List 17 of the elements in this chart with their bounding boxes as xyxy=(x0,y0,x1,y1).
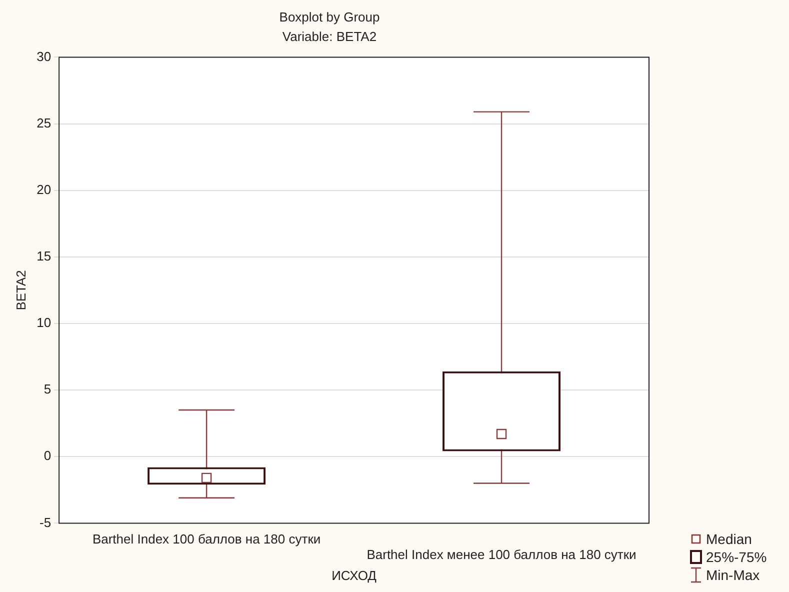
y-tick-label: 10 xyxy=(36,315,52,330)
y-axis-title: BETA2 xyxy=(13,270,28,310)
y-tick-label: -5 xyxy=(39,514,52,530)
x-tick-label: Barthel Index менее 100 баллов на 180 сутки xyxy=(366,547,636,562)
x-tick-label: Barthel Index 100 баллов на 180 сутки xyxy=(92,532,321,547)
chart-subtitle: Variable: BETA2 xyxy=(282,28,377,44)
text: Min-Max xyxy=(706,567,760,583)
chart-title: Boxplot by Group xyxy=(279,9,380,24)
y-tick-label: 30 xyxy=(36,48,52,64)
y-tick-label: 20 xyxy=(36,182,52,197)
y-tick-label: 5 xyxy=(44,382,52,397)
y-tick-label: 15 xyxy=(36,248,52,264)
text: Median xyxy=(706,531,752,547)
y-tick-label: 25 xyxy=(36,115,52,130)
text: 25%-75% xyxy=(706,549,767,565)
x-axis-title: ИСХОД xyxy=(332,568,377,583)
y-tick-label: 0 xyxy=(44,448,52,464)
